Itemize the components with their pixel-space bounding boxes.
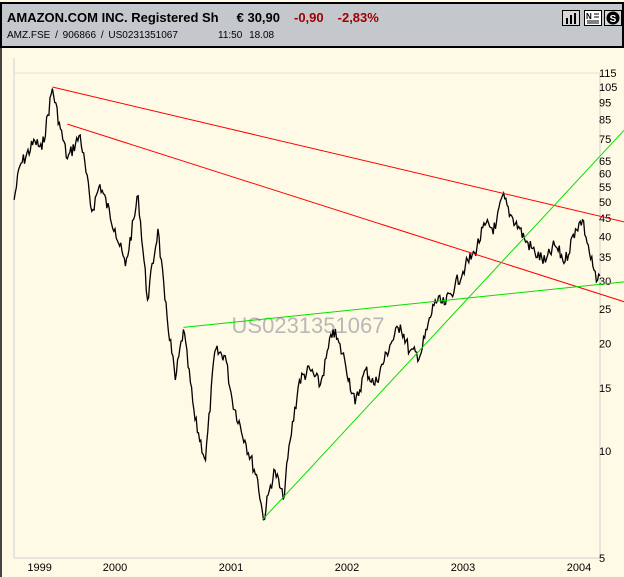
instrument-title: AMAZON.COM INC. Registered Sh	[7, 10, 219, 25]
x-tick-label: 2000	[103, 562, 127, 574]
y-tick-label: 40	[599, 231, 611, 243]
date: 18.08	[249, 30, 275, 41]
x-tick-label: 2001	[219, 562, 243, 574]
svg-text:S: S	[610, 14, 617, 25]
trendline-resistance-1	[52, 86, 624, 223]
y-tick-label: 55	[599, 182, 611, 194]
quote-time: 11:50 18.08	[218, 30, 274, 41]
bar-chart-icon[interactable]	[562, 10, 580, 26]
y-tick-label: 20	[599, 339, 611, 351]
y-tick-label: 25	[599, 304, 611, 316]
news-icon[interactable]: N	[584, 10, 602, 26]
y-tick-label: 115	[599, 68, 617, 80]
y-tick-label: 50	[599, 197, 611, 209]
quote-header: AMAZON.COM INC. Registered Sh € 30,90 -0…	[0, 2, 624, 48]
y-tick-label: 95	[599, 97, 611, 109]
y-tick-label: 105	[599, 82, 617, 94]
y-tick-label: 45	[599, 213, 611, 225]
y-tick-label: 60	[599, 169, 611, 181]
price-change: -0,90	[294, 10, 324, 25]
price-line	[13, 88, 601, 521]
trendline-support-2	[261, 129, 624, 521]
time: 11:50	[218, 30, 243, 41]
svg-text:N: N	[586, 12, 592, 21]
last-price: € 30,90	[236, 10, 280, 25]
window-edge	[0, 48, 2, 577]
y-tick-label: 5	[599, 553, 605, 565]
x-tick-label: 2002	[335, 562, 359, 574]
price-change-percent: -2,83%	[337, 10, 379, 25]
y-tick-label: 85	[599, 115, 611, 127]
watermark: US0231351067	[232, 313, 385, 338]
y-tick-label: 30	[599, 276, 611, 288]
y-tick-label: 15	[599, 383, 611, 395]
y-tick-label: 35	[599, 252, 611, 264]
quote-top-row: AMAZON.COM INC. Registered Sh € 30,90 -0…	[7, 10, 379, 26]
x-tick-label: 2004	[567, 562, 591, 574]
x-tick-label: 2003	[451, 562, 475, 574]
y-tick-label: 65	[599, 156, 611, 168]
s-icon[interactable]: S	[604, 10, 622, 26]
y-tick-label: 10	[599, 446, 611, 458]
y-tick-label: 75	[599, 134, 611, 146]
trendline-support-1	[183, 281, 624, 328]
trendline-resistance-2	[67, 123, 624, 303]
x-tick-label: 1999	[27, 562, 51, 574]
symbol-line: AMZ.FSE / 906866 / US0231351067	[7, 30, 178, 41]
